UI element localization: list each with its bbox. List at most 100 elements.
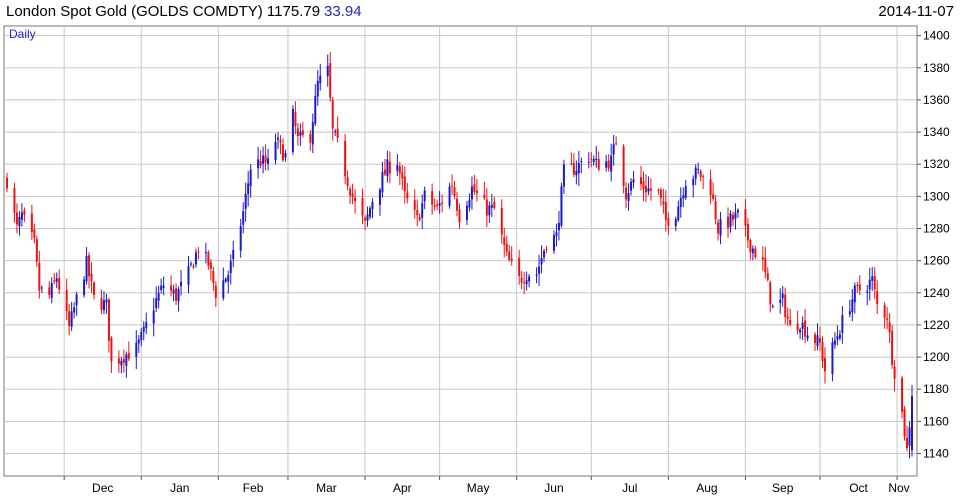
candle-body [525, 280, 528, 285]
candle [552, 230, 555, 254]
candle-body [570, 163, 573, 165]
candle [155, 286, 158, 312]
candle [277, 132, 280, 150]
candle [901, 376, 904, 419]
candle [709, 169, 712, 205]
candle-body [709, 179, 712, 195]
candle [371, 198, 374, 219]
y-tick-label: 1140 [923, 447, 949, 461]
candle [764, 246, 767, 279]
candle [162, 276, 165, 296]
candle-body [702, 176, 705, 178]
candle [249, 164, 252, 198]
candle-body [35, 239, 38, 262]
candle [316, 70, 319, 106]
candle [346, 170, 349, 191]
candle-body [779, 299, 782, 304]
candle [85, 247, 88, 285]
candle [326, 54, 329, 87]
candle-body [714, 200, 717, 220]
candle-body [403, 176, 406, 192]
candle-body [607, 160, 610, 169]
candle-body [18, 216, 21, 227]
candle [331, 97, 334, 141]
candle-body [279, 140, 282, 143]
candle-body [264, 155, 267, 163]
candle-body [580, 161, 583, 163]
candle-body [736, 209, 739, 213]
candle [396, 154, 399, 177]
candle [769, 280, 772, 313]
x-axis: Dec Jan Feb Mar Apr May Jun Jul Aug Sep Oct Nov [63, 476, 910, 495]
candle [65, 278, 68, 321]
chart-header: London Spot Gold (GOLDS COMDTY) 1175.79 3… [0, 0, 960, 26]
candle-body [657, 189, 660, 191]
candle [744, 199, 747, 237]
candle [535, 267, 538, 284]
candle [493, 196, 496, 210]
candle-body [901, 378, 904, 412]
candle-body [677, 206, 680, 221]
candle [886, 307, 889, 330]
candle-body [838, 334, 841, 339]
candle [38, 250, 41, 299]
candle [291, 105, 294, 155]
candle [508, 244, 511, 262]
candle-body [712, 194, 715, 199]
candle-body [612, 144, 615, 155]
candle [888, 313, 891, 344]
candle-body [344, 140, 347, 177]
y-tick-label: 1400 [923, 29, 950, 43]
candle [714, 195, 717, 225]
candle [470, 176, 473, 210]
candle [75, 291, 78, 316]
candle-body [727, 216, 730, 229]
candle-body [50, 282, 53, 298]
candle [789, 308, 792, 327]
candle-body [448, 186, 451, 206]
candle [83, 276, 86, 298]
candle-body [630, 181, 633, 191]
candle-body [401, 172, 404, 179]
candle [642, 171, 645, 202]
candle-body [664, 202, 667, 220]
candle [319, 63, 322, 91]
candle [734, 203, 737, 230]
candle [833, 332, 836, 349]
candle-body [73, 307, 76, 313]
candle [194, 248, 197, 268]
candle-body [436, 204, 439, 206]
candle [729, 210, 732, 233]
candle [349, 186, 352, 205]
candle [746, 218, 749, 249]
y-tick-label: 1260 [923, 254, 950, 268]
candle [908, 421, 911, 459]
candle-body [381, 172, 384, 193]
candle [761, 246, 764, 271]
candle [806, 326, 809, 342]
candle [779, 288, 782, 314]
y-tick-label: 1300 [923, 189, 950, 203]
candle [731, 211, 734, 226]
candle-body [20, 212, 23, 220]
candle-body [552, 235, 555, 251]
candle-body [281, 144, 284, 161]
candle [831, 337, 834, 382]
candle-body [639, 177, 642, 185]
candle [664, 190, 667, 232]
candle-body [523, 282, 526, 284]
candle-body [911, 395, 913, 451]
candle [281, 138, 284, 163]
candle [851, 289, 854, 322]
candle-body [172, 289, 175, 294]
candle-body [107, 299, 110, 341]
candle-body [587, 161, 590, 163]
candle [105, 293, 108, 314]
candle-body [319, 75, 322, 84]
candle [856, 281, 859, 293]
candle [590, 151, 593, 168]
candle [694, 164, 697, 186]
candle [488, 201, 491, 223]
candle [528, 274, 531, 288]
candle [540, 245, 543, 274]
